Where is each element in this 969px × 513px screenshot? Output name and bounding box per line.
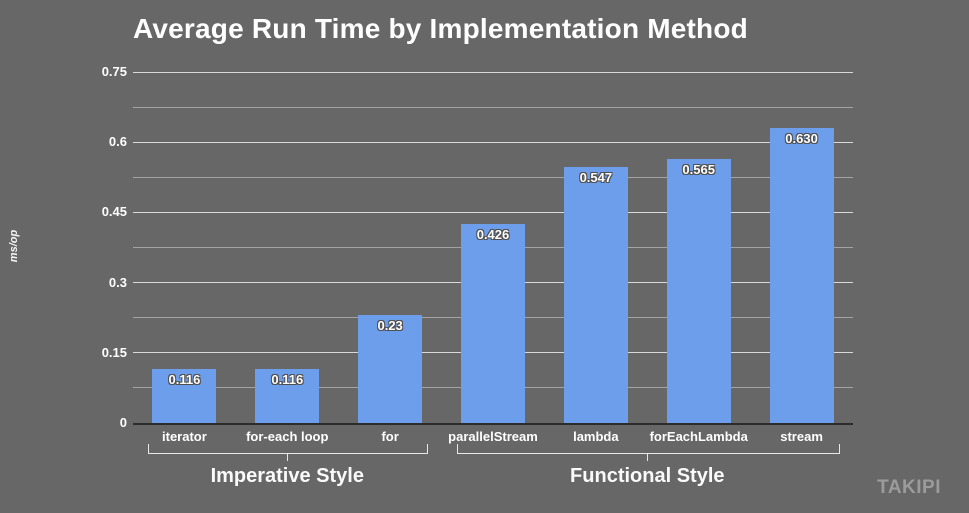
bar-value-label: 0.565 <box>682 161 715 177</box>
x-tick-label: forEachLambda <box>649 429 748 444</box>
bar-foreachlambda: 0.565 <box>666 158 731 423</box>
bar-value-label: 0.547 <box>579 170 613 186</box>
bar-value-label: 0.116 <box>271 371 304 387</box>
bar-for: 0.23 <box>358 315 423 423</box>
bar-lambda: 0.547 <box>563 167 628 423</box>
x-tick-label: stream <box>780 429 823 444</box>
y-tick-label: 0.6 <box>108 134 127 150</box>
bar-parallelstream: 0.426 <box>461 223 525 423</box>
gridline-major <box>133 211 853 213</box>
group-bracket-tick <box>647 453 649 461</box>
x-tick-label: lambda <box>573 429 619 444</box>
y-tick-label: 0.45 <box>101 204 127 220</box>
y-tick-label: 0.15 <box>101 344 127 360</box>
x-tick-label: for <box>381 429 399 444</box>
takipi-logo: TAKIPI <box>877 477 941 498</box>
bar-for-each-loop: 0.116 <box>255 368 320 423</box>
y-tick-label: 0.75 <box>101 64 127 79</box>
group-bracket-functional-style <box>457 444 840 454</box>
y-tick-label: 0.3 <box>108 274 127 290</box>
group-label-functional-style: Functional Style <box>570 465 725 487</box>
bar-value-label: 0.23 <box>377 318 403 334</box>
y-tick-label: 0 <box>119 415 127 430</box>
group-bracket-tick <box>287 453 289 461</box>
x-tick-label: iterator <box>162 429 207 444</box>
bar-iterator: 0.116 <box>152 368 217 423</box>
bar-value-label: 0.426 <box>476 226 510 242</box>
chart-title: Average Run Time by Implementation Metho… <box>133 13 748 44</box>
gridline-major <box>133 141 853 143</box>
gridline-minor <box>133 106 853 108</box>
bar-stream: 0.630 <box>769 128 834 423</box>
x-tick-label: parallelStream <box>448 429 538 444</box>
gridline-major <box>133 71 853 73</box>
bar-value-label: 0.116 <box>168 371 201 387</box>
group-label-imperative-style: Imperative Style <box>210 465 364 487</box>
x-tick-label: for-each loop <box>246 429 329 444</box>
bar-value-label: 0.630 <box>785 131 818 147</box>
gridline-minor <box>133 176 853 178</box>
plot-area: 0.116 0.116 0.23 0.426 0.547 0.565 0.630 <box>133 71 853 425</box>
